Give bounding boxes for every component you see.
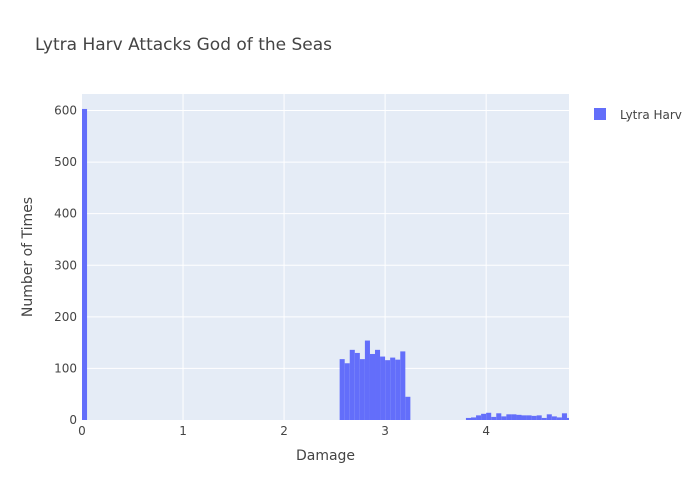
- histogram-bar[interactable]: [400, 351, 406, 420]
- histogram-bar[interactable]: [516, 414, 522, 420]
- histogram-bar[interactable]: [339, 359, 345, 420]
- histogram-bar[interactable]: [82, 108, 88, 420]
- histogram-bar[interactable]: [526, 415, 532, 420]
- histogram-bar[interactable]: [476, 415, 482, 420]
- plot-area: [82, 94, 569, 420]
- histogram-bar[interactable]: [385, 360, 391, 420]
- histogram-bar[interactable]: [531, 415, 537, 420]
- legend[interactable]: Lytra Harv: [594, 108, 682, 122]
- histogram-bar[interactable]: [521, 415, 527, 420]
- y-tick-label: 100: [54, 361, 77, 375]
- x-tick-label: 1: [179, 424, 187, 438]
- histogram-bar[interactable]: [349, 349, 355, 420]
- histogram-bar[interactable]: [405, 396, 411, 420]
- histogram-bar[interactable]: [551, 416, 557, 420]
- histogram-bar[interactable]: [481, 413, 487, 420]
- x-axis-ticks: 0 1 2 3 4: [78, 424, 490, 438]
- y-tick-label: 300: [54, 258, 77, 272]
- legend-label[interactable]: Lytra Harv: [620, 108, 682, 122]
- histogram-bar[interactable]: [359, 359, 365, 420]
- y-tick-label: 500: [54, 155, 77, 169]
- y-axis-label: Number of Times: [20, 197, 36, 317]
- histogram-bar[interactable]: [536, 415, 542, 420]
- histogram-bars: [82, 108, 569, 420]
- histogram-bar[interactable]: [546, 414, 552, 420]
- x-tick-label: 0: [78, 424, 86, 438]
- histogram-bar[interactable]: [344, 363, 350, 420]
- histogram-bar[interactable]: [496, 413, 502, 420]
- histogram-bar[interactable]: [556, 417, 562, 420]
- histogram-bar[interactable]: [541, 417, 547, 420]
- y-tick-label: 400: [54, 207, 77, 221]
- x-tick-label: 4: [482, 424, 490, 438]
- histogram-bar[interactable]: [506, 414, 512, 420]
- gridlines: [82, 94, 569, 420]
- histogram-bar[interactable]: [390, 357, 396, 420]
- x-axis-label: Damage: [296, 448, 355, 464]
- y-axis-ticks: 0 100 200 300 400 500 600: [54, 104, 77, 427]
- histogram-bar[interactable]: [486, 412, 492, 420]
- histogram-bar[interactable]: [380, 356, 386, 420]
- y-tick-label: 200: [54, 310, 77, 324]
- histogram-bar[interactable]: [491, 416, 497, 420]
- histogram-bar[interactable]: [566, 417, 569, 420]
- histogram-bar[interactable]: [561, 413, 567, 420]
- y-tick-label: 0: [69, 413, 77, 427]
- chart-title: Lytra Harv Attacks God of the Seas: [35, 35, 332, 55]
- histogram-bar[interactable]: [511, 414, 517, 420]
- histogram-bar[interactable]: [375, 349, 381, 420]
- y-tick-label: 600: [54, 104, 77, 118]
- x-tick-label: 2: [280, 424, 288, 438]
- x-tick-label: 3: [381, 424, 389, 438]
- histogram-bar[interactable]: [395, 359, 401, 420]
- histogram-bar[interactable]: [470, 417, 477, 420]
- histogram-bar[interactable]: [465, 417, 471, 420]
- histogram-bar[interactable]: [501, 416, 507, 420]
- histogram-bar[interactable]: [354, 352, 360, 420]
- histogram-bar[interactable]: [369, 353, 376, 420]
- legend-swatch[interactable]: [594, 108, 606, 120]
- histogram-bar[interactable]: [364, 340, 370, 420]
